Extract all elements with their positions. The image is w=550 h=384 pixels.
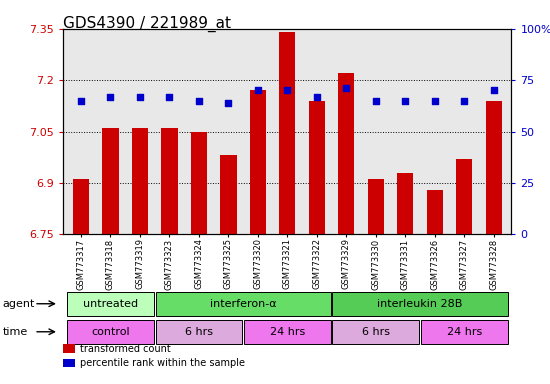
Bar <box>161 128 178 234</box>
Text: GDS4390 / 221989_at: GDS4390 / 221989_at <box>63 15 231 31</box>
Text: transformed count: transformed count <box>80 344 170 354</box>
Text: 6 hrs: 6 hrs <box>362 327 390 337</box>
Point <box>195 98 204 104</box>
Bar <box>427 190 443 234</box>
Text: agent: agent <box>3 299 35 309</box>
Bar <box>421 320 508 344</box>
Bar <box>333 320 419 344</box>
Point <box>224 100 233 106</box>
Bar <box>309 101 325 234</box>
Bar <box>156 320 242 344</box>
Text: interleukin 28B: interleukin 28B <box>377 299 463 309</box>
Bar <box>486 101 502 234</box>
Bar <box>338 73 354 234</box>
Point <box>135 94 144 100</box>
Bar <box>102 128 119 234</box>
Point <box>254 87 262 93</box>
Point <box>106 94 115 100</box>
Bar <box>333 292 508 316</box>
Text: 6 hrs: 6 hrs <box>185 327 213 337</box>
Bar <box>221 156 236 234</box>
Text: 24 hrs: 24 hrs <box>270 327 305 337</box>
Bar <box>244 320 331 344</box>
Bar <box>67 292 154 316</box>
Text: 24 hrs: 24 hrs <box>447 327 482 337</box>
Point <box>76 98 85 104</box>
Point <box>165 94 174 100</box>
Text: time: time <box>3 327 28 337</box>
Point <box>460 98 469 104</box>
Bar <box>191 132 207 234</box>
Text: untreated: untreated <box>83 299 138 309</box>
Bar <box>156 292 331 316</box>
Bar <box>132 128 148 234</box>
Point <box>371 98 380 104</box>
Text: control: control <box>91 327 130 337</box>
Point <box>431 98 439 104</box>
Bar <box>368 179 384 234</box>
Bar <box>456 159 472 234</box>
Bar <box>397 173 414 234</box>
Bar <box>250 91 266 234</box>
Point <box>283 87 292 93</box>
Point <box>312 94 321 100</box>
Text: percentile rank within the sample: percentile rank within the sample <box>80 358 245 368</box>
Point <box>401 98 410 104</box>
Point <box>490 87 498 93</box>
Bar <box>279 32 295 234</box>
Bar <box>67 320 154 344</box>
Text: interferon-α: interferon-α <box>210 299 277 309</box>
Bar <box>73 179 89 234</box>
Point <box>342 85 351 91</box>
